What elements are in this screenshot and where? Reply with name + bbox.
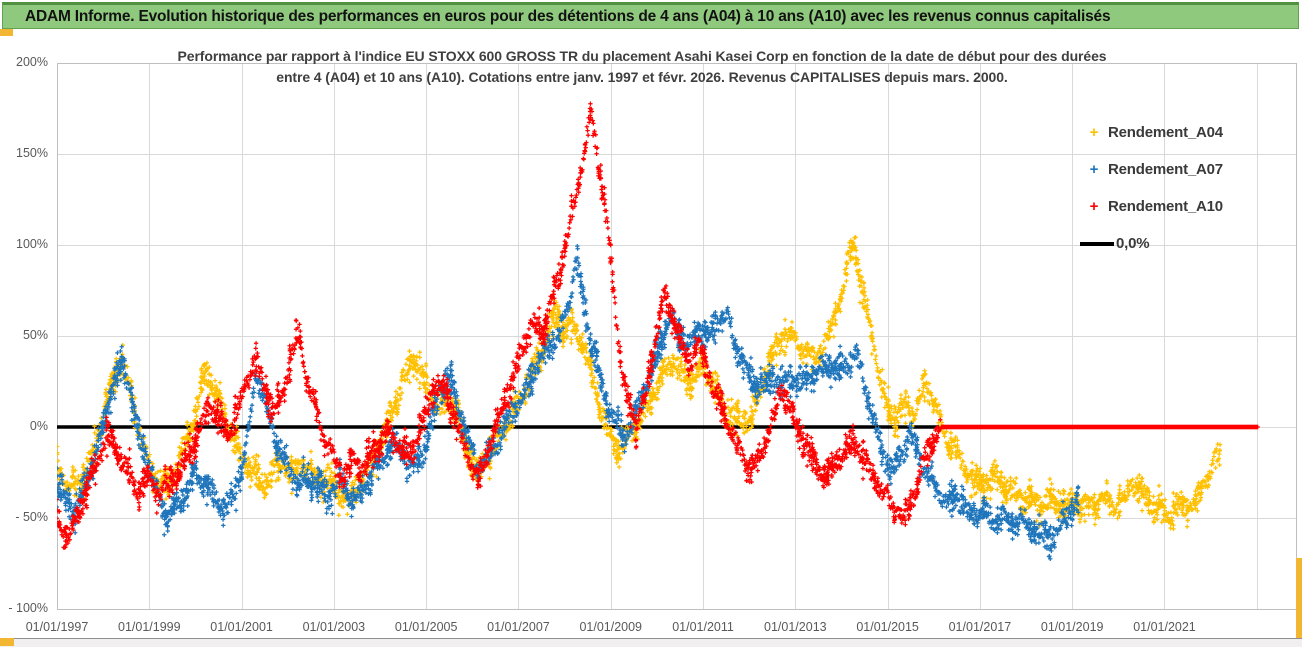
x-tick-label: 01/01/2019	[1040, 620, 1104, 634]
legend-item: + Rendement_A07	[1080, 151, 1256, 188]
chart-title-line1: Performance par rapport à l'indice EU ST…	[177, 48, 1107, 64]
x-tick-label: 01/01/2021	[1133, 620, 1196, 634]
vscroll-thumb[interactable]	[1296, 558, 1302, 638]
legend-plus-marker: +	[1089, 198, 1099, 215]
x-tick-label: 01/01/2011	[672, 620, 734, 634]
legend-plus-marker: +	[1089, 161, 1099, 178]
x-tick-label: 01/01/2007	[487, 620, 550, 634]
x-tick-label: 01/01/1997	[25, 620, 89, 634]
y-tick-label: 150%	[16, 146, 48, 160]
legend-label: Rendement_A07	[1108, 161, 1223, 178]
legend-label: Rendement_A10	[1108, 198, 1223, 215]
x-tick-label: 01/01/2015	[856, 620, 919, 634]
legend-label: 0,0%	[1116, 235, 1150, 252]
x-tick-label: 01/01/2005	[394, 620, 458, 634]
x-tick-label: 01/01/2013	[764, 620, 827, 634]
legend-item: + Rendement_A04	[1080, 114, 1256, 151]
y-tick-label: - 100%	[8, 601, 48, 615]
x-tick-label: 01/01/2001	[210, 620, 273, 634]
x-tick-label: 01/01/1999	[118, 620, 181, 634]
legend-line-marker	[1080, 241, 1114, 246]
bottom-separator	[0, 638, 1302, 639]
y-tick-label: - 50%	[15, 510, 48, 524]
hscroll-thumb[interactable]	[0, 638, 14, 646]
y-tick-label: 200%	[16, 55, 48, 69]
legend-plus-marker: +	[1089, 124, 1099, 141]
bottom-strip	[0, 639, 1302, 647]
y-tick-label: 100%	[16, 237, 48, 251]
x-tick-label: 01/01/2009	[579, 620, 643, 634]
legend-item: + Rendement_A10	[1080, 188, 1256, 225]
chart-title: Performance par rapport à l'indice EU ST…	[137, 46, 1147, 88]
legend-label: Rendement_A04	[1108, 124, 1223, 141]
legend-item: 0,0%	[1080, 225, 1256, 262]
x-tick-label: 01/01/2003	[302, 620, 366, 634]
chart-title-line2: entre 4 (A04) et 10 ans (A10). Cotations…	[276, 69, 1008, 85]
legend: + Rendement_A04 + Rendement_A07 + Rendement_A…	[1080, 114, 1256, 262]
y-tick-label: 50%	[22, 328, 48, 342]
y-tick-label: 0%	[29, 419, 48, 433]
x-tick-label: 01/01/2017	[948, 620, 1012, 634]
x-axis: 01/01/1997 01/01/1999 01/01/2001 01/01/2003…	[0, 620, 1302, 640]
y-axis: 200% 150% 100% 50% 0% - 50% - 100%	[0, 0, 52, 647]
